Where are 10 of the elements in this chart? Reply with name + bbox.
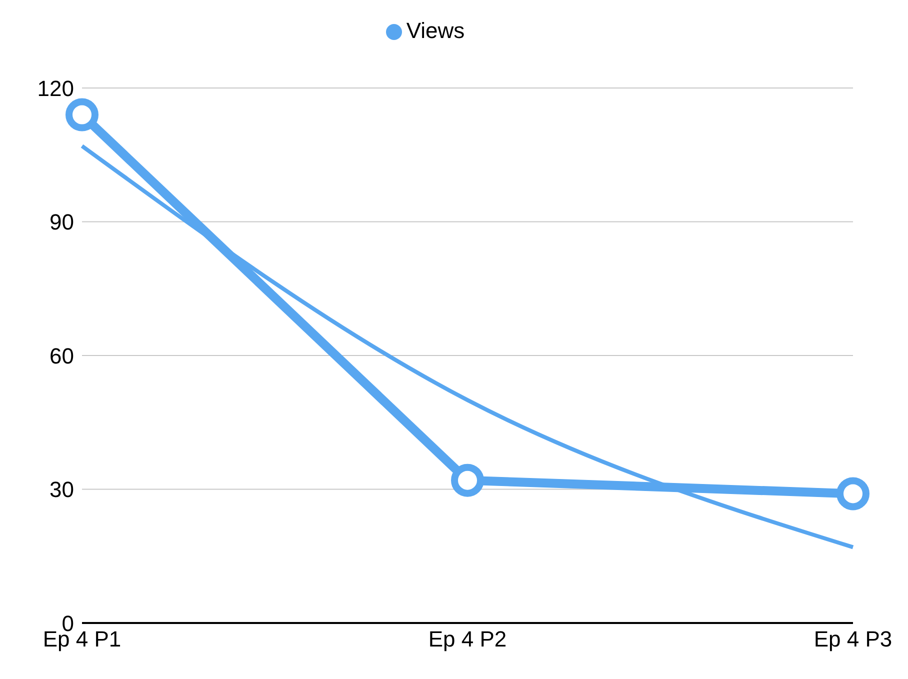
y-tick-label: 120 (37, 76, 74, 101)
x-tick-label: Ep 4 P2 (428, 626, 507, 652)
point (451, 464, 484, 497)
y-tick-label: 60 (50, 343, 74, 368)
x-tick-label: Ep 4 P3 (814, 626, 892, 652)
legend-label: Views (406, 18, 465, 43)
point (836, 477, 870, 510)
y-tick-label: 30 (50, 477, 74, 502)
y-tick-label: 90 (50, 210, 74, 235)
point (66, 98, 98, 132)
